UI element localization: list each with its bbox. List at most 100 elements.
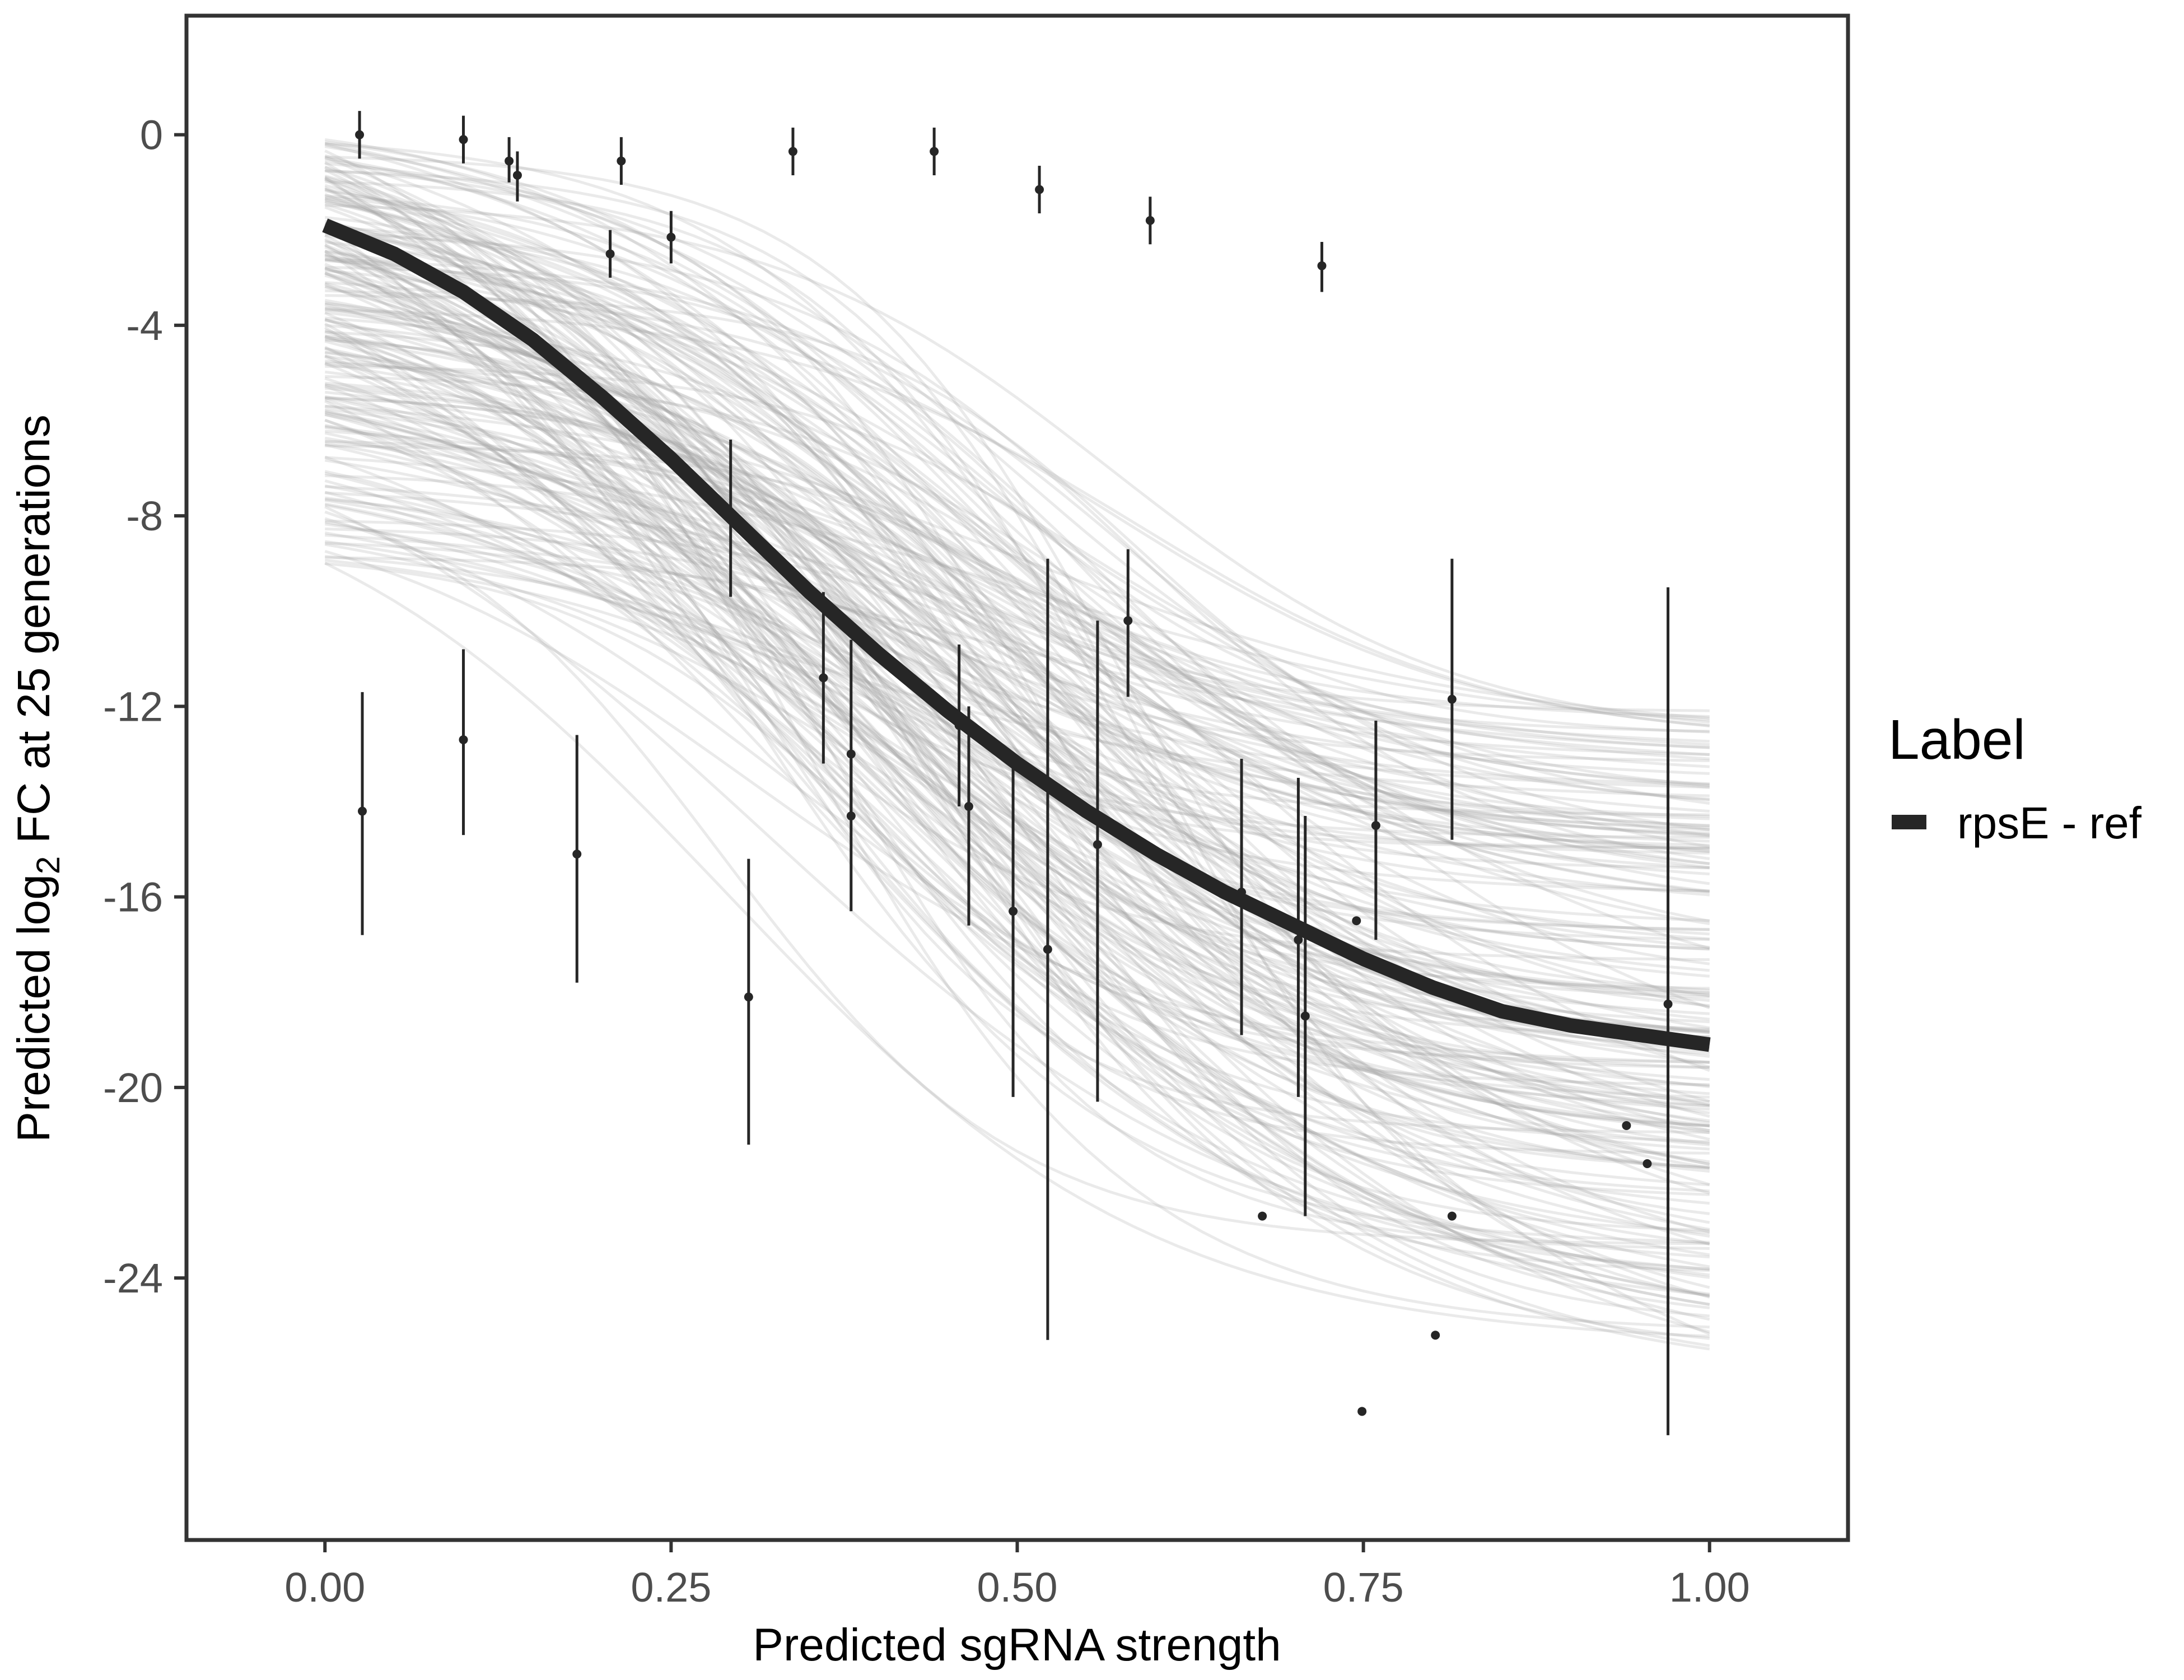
data-point-group xyxy=(505,137,514,183)
posterior-draw-line xyxy=(325,338,1710,1103)
x-tick-label: 0.25 xyxy=(631,1564,711,1611)
posterior-draw-line xyxy=(324,423,1710,816)
posterior-draw-line xyxy=(324,271,1710,1081)
posterior-draw-line xyxy=(324,510,1710,1245)
posterior-draw-line xyxy=(324,253,1710,999)
data-point-group xyxy=(819,592,828,764)
posterior-draw-line xyxy=(324,145,1710,1010)
posterior-draws xyxy=(324,138,1710,1351)
posterior-draw-line xyxy=(325,386,1710,720)
posterior-draw-line xyxy=(325,308,1710,1046)
posterior-draw-line xyxy=(324,400,1710,1296)
y-tick-label: -24 xyxy=(103,1255,163,1301)
data-point xyxy=(788,147,797,156)
posterior-draw-line xyxy=(324,410,1710,1029)
posterior-draw-line xyxy=(325,528,1710,1033)
data-point xyxy=(1357,1407,1367,1416)
posterior-draw-line xyxy=(324,174,1710,941)
data-point-group xyxy=(1009,754,1018,1097)
y-tick-label: -8 xyxy=(126,493,163,539)
posterior-draw-line xyxy=(324,263,1710,1193)
posterior-draw-line xyxy=(324,311,1710,1132)
posterior-draw-line xyxy=(324,158,1710,997)
data-point xyxy=(1447,1211,1457,1221)
posterior-draw-line xyxy=(324,338,1710,746)
posterior-draw-line xyxy=(324,550,1710,1064)
data-point xyxy=(1642,1159,1652,1169)
data-point xyxy=(1093,840,1102,850)
posterior-draw-line xyxy=(325,542,1710,1318)
data-point xyxy=(459,135,468,144)
posterior-draw-line xyxy=(325,405,1710,768)
posterior-draw-line xyxy=(325,474,1710,992)
posterior-draw-line xyxy=(325,306,1710,712)
posterior-draw-line xyxy=(325,365,1710,734)
y-axis-title-suffix: FC at 25 generations xyxy=(8,414,59,856)
posterior-draw-line xyxy=(324,274,1710,893)
data-point xyxy=(1317,261,1327,270)
data-point xyxy=(1035,185,1044,194)
posterior-draw-line xyxy=(324,431,1710,839)
posterior-draw-line xyxy=(324,503,1710,995)
fit-curve-rpsE-ref xyxy=(322,218,1711,1052)
posterior-draw-line xyxy=(324,346,1710,1088)
data-point-group xyxy=(459,649,468,836)
posterior-draw-line xyxy=(324,250,1710,1147)
posterior-draw-line xyxy=(324,322,1710,1259)
posterior-draw-line xyxy=(324,228,1710,835)
posterior-draw-line xyxy=(324,484,1710,820)
posterior-draw-line xyxy=(324,197,1710,936)
posterior-draw-line xyxy=(325,289,1710,727)
data-point xyxy=(512,170,522,180)
y-axis-title-prefix: Predicted log xyxy=(8,874,59,1142)
posterior-draw-line xyxy=(324,156,1710,789)
y-tick-label: -16 xyxy=(103,874,163,921)
posterior-draw-line xyxy=(325,230,1710,1038)
posterior-draw-line xyxy=(324,502,1710,1107)
posterior-draw-line xyxy=(324,143,1710,1195)
data-point-group xyxy=(605,230,615,278)
x-tick-label: 0.00 xyxy=(284,1564,365,1611)
posterior-draw-line xyxy=(324,283,1710,1169)
posterior-draw-line xyxy=(325,351,1710,1058)
posterior-draw-line xyxy=(324,413,1710,997)
posterior-draw-line xyxy=(324,244,1710,1049)
posterior-draw-line xyxy=(325,258,1710,832)
posterior-draw-line xyxy=(324,340,1710,1170)
data-point-group xyxy=(1317,242,1327,292)
data-point xyxy=(744,992,753,1002)
y-tick-label: -4 xyxy=(126,302,163,349)
y-tick-label: -12 xyxy=(103,683,163,730)
posterior-draw-line xyxy=(324,175,1710,931)
x-axis-title: Predicted sgRNA strength xyxy=(753,1620,1281,1670)
posterior-draw-line xyxy=(324,326,1710,1187)
posterior-draw-line xyxy=(324,444,1710,1166)
posterior-draw-line xyxy=(324,184,1710,1173)
legend-entry-label: rpsE - ref xyxy=(1957,798,2142,848)
posterior-draw-line xyxy=(324,200,1710,843)
posterior-draw-line xyxy=(324,318,1710,893)
data-point xyxy=(1145,216,1155,225)
posterior-draw-line xyxy=(325,440,1710,733)
data-point xyxy=(1123,616,1133,626)
posterior-draw-line xyxy=(325,316,1710,885)
posterior-draw-line xyxy=(325,162,1710,787)
data-point-group xyxy=(954,644,964,807)
posterior-draw-line xyxy=(324,456,1710,1279)
data-point-group xyxy=(1237,758,1247,1035)
posterior-draw-line xyxy=(324,328,1710,757)
posterior-draw-line xyxy=(324,442,1710,1155)
posterior-draw-line xyxy=(325,381,1710,829)
data-point xyxy=(964,802,973,811)
posterior-draw-line xyxy=(325,444,1710,827)
posterior-draw-line xyxy=(324,176,1710,1257)
posterior-draw-line xyxy=(325,456,1710,722)
posterior-draw-line xyxy=(324,249,1710,1068)
posterior-draw-line xyxy=(325,155,1710,1145)
data-point xyxy=(1043,945,1052,954)
posterior-draw-line xyxy=(324,418,1710,1205)
posterior-draw-line xyxy=(325,308,1710,727)
posterior-draw-line xyxy=(324,142,1710,950)
data-point xyxy=(1352,916,1361,926)
data-point-group xyxy=(666,211,676,264)
